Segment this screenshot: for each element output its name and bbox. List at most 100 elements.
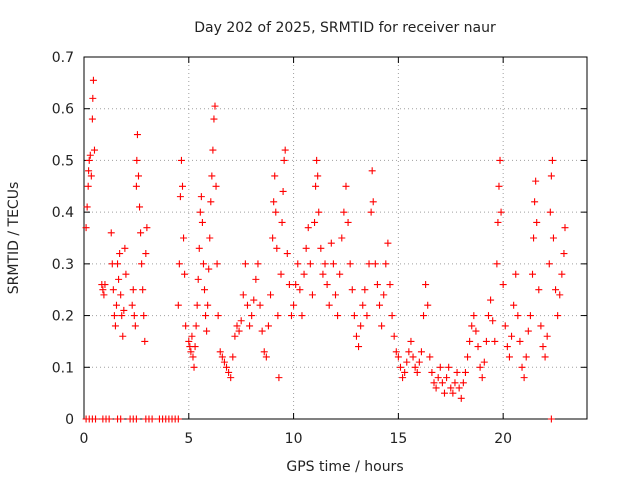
data-point	[376, 301, 384, 309]
data-point	[539, 343, 547, 351]
data-point	[132, 182, 140, 190]
data-point	[472, 327, 480, 335]
axis-ticks: 0 0.1 0.2 0.3 0.4 0.5 0.6 0.7 0 5 10 15 20	[52, 50, 587, 447]
data-point	[194, 275, 202, 283]
data-point	[252, 275, 260, 283]
data-point	[213, 260, 221, 268]
data-point	[480, 358, 488, 366]
data-point	[107, 229, 115, 237]
data-point	[552, 286, 560, 294]
data-point	[122, 270, 130, 278]
data-point	[474, 343, 482, 351]
data-point	[132, 415, 140, 423]
data-point	[325, 301, 333, 309]
data-point	[384, 239, 392, 247]
data-point	[390, 332, 398, 340]
data-point	[175, 260, 183, 268]
data-point	[359, 301, 367, 309]
data-point	[120, 306, 128, 314]
data-point	[352, 332, 360, 340]
data-point	[317, 244, 325, 252]
data-point	[548, 156, 556, 164]
data-point	[198, 218, 206, 226]
data-point	[220, 358, 228, 366]
data-point	[340, 208, 348, 216]
data-point	[300, 270, 308, 278]
data-point	[148, 415, 156, 423]
data-point	[211, 102, 219, 110]
data-point	[396, 363, 404, 371]
data-point	[526, 312, 534, 320]
data-point	[308, 291, 316, 299]
data-point	[367, 208, 375, 216]
data-point	[304, 224, 312, 232]
x-axis-label: GPS time / hours	[286, 459, 403, 475]
data-point	[464, 353, 472, 361]
data-point	[196, 208, 204, 216]
data-point	[378, 322, 386, 330]
data-point	[229, 353, 237, 361]
data-point	[315, 208, 323, 216]
data-point	[403, 358, 411, 366]
data-point	[89, 94, 97, 102]
data-point	[214, 312, 222, 320]
data-point	[312, 182, 320, 190]
data-point	[451, 379, 459, 387]
data-points	[82, 76, 569, 423]
data-point	[342, 182, 350, 190]
chart-title: Day 202 of 2025, SRMTID for receiver nau…	[194, 20, 496, 36]
data-point	[202, 312, 210, 320]
data-point	[92, 415, 100, 423]
data-point	[207, 198, 215, 206]
data-point	[560, 250, 568, 258]
data-point	[438, 379, 446, 387]
data-point	[188, 332, 196, 340]
data-point	[85, 167, 93, 175]
data-point	[258, 327, 266, 335]
data-point	[392, 348, 400, 356]
data-point	[142, 250, 150, 258]
data-point	[205, 265, 213, 273]
data-point	[225, 368, 233, 376]
data-point	[275, 374, 283, 382]
data-point	[430, 379, 438, 387]
data-point	[137, 229, 145, 237]
data-point	[273, 244, 281, 252]
data-point	[468, 322, 476, 330]
grid-lines	[84, 57, 587, 419]
data-point	[355, 343, 363, 351]
data-point	[411, 363, 419, 371]
data-point	[401, 368, 409, 376]
data-point	[413, 368, 421, 376]
data-point	[440, 389, 448, 397]
data-point	[336, 270, 344, 278]
data-point	[554, 312, 562, 320]
data-point	[227, 374, 235, 382]
data-point	[256, 301, 264, 309]
data-point	[382, 260, 390, 268]
y-tick-label: 0	[65, 412, 74, 428]
data-point	[174, 301, 182, 309]
data-point	[280, 156, 288, 164]
data-point	[277, 270, 285, 278]
data-point	[269, 234, 277, 242]
y-tick-label: 0.4	[52, 205, 74, 221]
data-point	[495, 182, 503, 190]
data-point	[516, 337, 524, 345]
data-point	[407, 337, 415, 345]
data-point	[453, 368, 461, 376]
data-point	[119, 332, 127, 340]
data-point	[281, 146, 289, 154]
data-point	[197, 193, 205, 201]
data-point	[556, 291, 564, 299]
data-point	[201, 286, 209, 294]
x-tick-label: 15	[389, 431, 407, 447]
data-point	[394, 353, 402, 361]
data-point	[449, 389, 457, 397]
data-point	[278, 218, 286, 226]
data-point	[547, 415, 555, 423]
data-point	[434, 374, 442, 382]
y-tick-label: 0.5	[52, 153, 74, 169]
data-point	[100, 291, 108, 299]
data-point	[129, 286, 137, 294]
